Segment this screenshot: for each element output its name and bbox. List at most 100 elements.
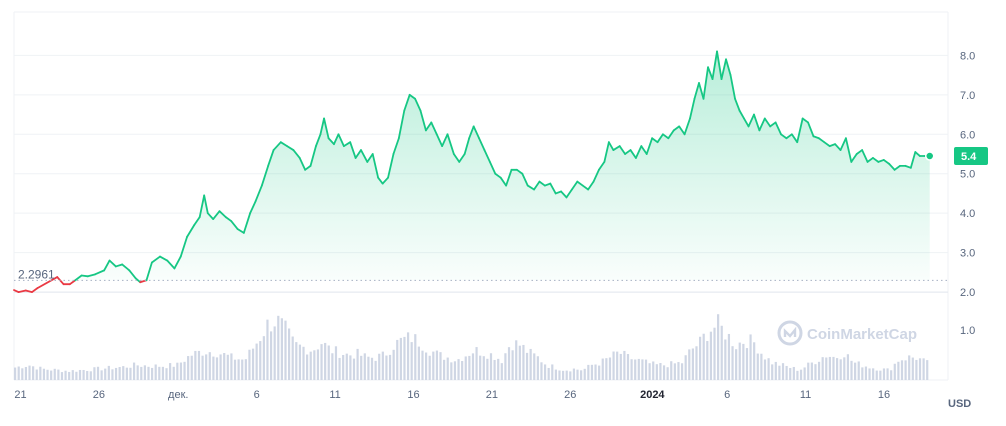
volume-bar xyxy=(219,354,222,380)
price-line-segment xyxy=(151,255,161,264)
price-line-segment xyxy=(145,261,153,282)
volume-bar xyxy=(594,364,597,380)
price-line-segment xyxy=(893,164,901,171)
volume-bar xyxy=(57,369,60,380)
volume-bar xyxy=(414,334,417,380)
y-tick-label: 2.0 xyxy=(960,287,975,299)
x-tick-label: 11 xyxy=(329,389,340,401)
volume-bar xyxy=(554,369,557,380)
price-line-segment xyxy=(702,66,709,100)
volume-bar xyxy=(807,362,810,380)
volume-bar xyxy=(461,361,464,380)
price-line-segment xyxy=(861,149,869,163)
y-tick-label: 7.0 xyxy=(960,90,975,102)
volume-bar xyxy=(96,366,100,380)
volume-bar xyxy=(634,359,637,380)
price-line-segment xyxy=(121,263,131,272)
volume-bar xyxy=(370,357,374,380)
price-line-segment xyxy=(839,137,847,151)
price-line-segment xyxy=(716,50,723,80)
volume-bar xyxy=(205,354,208,380)
volume-bar xyxy=(197,350,201,380)
price-line-segment xyxy=(662,133,670,140)
price-line-segment xyxy=(377,176,384,185)
price-line-segment xyxy=(128,269,137,280)
volume-bar xyxy=(709,331,713,380)
price-line-segment xyxy=(108,259,117,268)
y-tick-label: 4.0 xyxy=(960,208,975,220)
volume-bar xyxy=(421,350,424,380)
price-line-segment xyxy=(488,161,497,175)
volume-bar xyxy=(194,350,197,380)
volume-bar xyxy=(443,359,446,380)
volume-bar xyxy=(684,355,687,380)
price-line-segment xyxy=(774,121,782,136)
volume-bar xyxy=(565,370,568,380)
volume-bar xyxy=(691,348,694,380)
price-line-segment xyxy=(734,97,741,112)
volume-bar xyxy=(511,350,514,380)
volume-bar xyxy=(208,352,211,380)
volume-bar xyxy=(817,361,821,380)
x-tick-label: 11 xyxy=(800,389,811,401)
volume-bar xyxy=(82,369,85,380)
price-line-segment xyxy=(80,274,89,278)
volume-bar xyxy=(32,366,35,380)
volume-bar xyxy=(432,351,435,380)
price-line-segment xyxy=(333,133,340,146)
price-line-segment xyxy=(74,274,83,282)
volume-bar xyxy=(673,363,676,380)
volume-bar xyxy=(14,367,17,380)
price-line-segment xyxy=(206,212,215,221)
price-line-segment xyxy=(424,121,433,132)
volume-bar xyxy=(763,359,767,380)
volume-bar xyxy=(605,358,608,380)
volume-bar xyxy=(608,357,612,380)
volume-bar xyxy=(864,366,868,380)
volume-bar xyxy=(569,371,572,380)
volume-bar xyxy=(136,365,139,380)
price-line-segment xyxy=(430,121,438,136)
y-tick-label: 5.0 xyxy=(960,169,975,181)
volume-bar xyxy=(158,366,161,380)
volume-bar xyxy=(850,360,853,380)
price-line-segment xyxy=(678,125,686,136)
volume-bar xyxy=(576,369,579,380)
x-axis: 21 26 дек. 6 11 16 21 26 2024 6 11 16 xyxy=(14,389,890,401)
volume-bar xyxy=(774,361,777,380)
volume-bar xyxy=(169,363,172,380)
volume-bar xyxy=(507,347,511,380)
price-line-segment xyxy=(914,151,921,157)
volume-bar xyxy=(785,365,788,380)
volume-bar xyxy=(446,357,449,380)
volume-bar xyxy=(161,366,165,380)
price-line-segment xyxy=(179,235,188,258)
price-line-segment xyxy=(801,117,809,124)
volume-bar xyxy=(500,363,503,380)
price-line-segment xyxy=(612,145,621,151)
price-line-segment xyxy=(888,162,896,171)
volume-bar xyxy=(64,370,67,380)
volume-bar xyxy=(132,362,136,380)
price-line-segment xyxy=(483,149,491,163)
volume-bar xyxy=(713,327,716,380)
volume-bar xyxy=(93,367,96,380)
volume-bar xyxy=(918,358,922,380)
price-line-segment xyxy=(790,133,799,144)
price-line-segment xyxy=(640,145,648,155)
price-line-segment xyxy=(828,143,836,148)
volume-bar xyxy=(363,353,366,380)
volume-bar xyxy=(680,363,684,380)
price-line-segment xyxy=(354,149,362,159)
price-line-segment xyxy=(817,137,826,144)
volume-bar xyxy=(21,368,24,380)
volume-bar xyxy=(464,356,467,380)
volume-bar xyxy=(439,352,442,380)
price-line-segment xyxy=(629,149,637,159)
volume-bar xyxy=(749,334,752,380)
price-line-segment xyxy=(571,180,579,191)
volume-bar xyxy=(28,365,31,380)
price-line-segment xyxy=(693,82,700,100)
volume-bar xyxy=(450,362,453,380)
volume-bar xyxy=(670,361,673,380)
